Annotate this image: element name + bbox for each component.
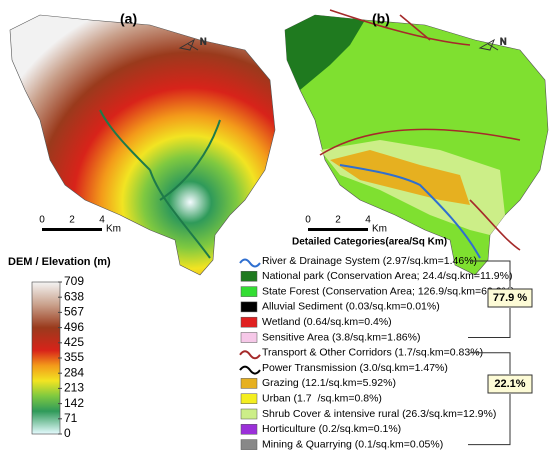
colorbar-label: 709 — [64, 274, 84, 288]
scale-unit: Km — [372, 224, 387, 235]
legend-label: Transport & Other Corridors (1.7/sq.km=0… — [262, 347, 483, 359]
legend-swatch — [240, 393, 258, 404]
bracket — [468, 352, 511, 446]
colorbar — [31, 281, 61, 435]
scale-bar-segment — [308, 228, 368, 231]
colorbar-title: DEM / Elevation (m) — [8, 256, 111, 268]
legend-swatch — [239, 258, 261, 268]
svg-text:N: N — [500, 36, 507, 46]
total-box — [487, 288, 533, 308]
legend-swatch — [240, 301, 258, 313]
national-park — [285, 15, 365, 90]
legend-label: State Forest (Conservation Area; 126.9/s… — [262, 285, 514, 297]
scale-tick: 0 — [39, 215, 45, 226]
legend-swatch — [240, 424, 258, 435]
legend-swatch — [239, 365, 261, 375]
legend: River & Drainage System (2.97/sq.km=1.46… — [239, 255, 533, 450]
legend-label: Alluvial Sediment (0.03/sq.km=0.01%) — [262, 301, 440, 313]
legend-label: Shrub Cover & intensive rural (26.3/sq.k… — [262, 408, 496, 420]
scale-tick: 4 — [365, 215, 371, 226]
colorbar-label: 638 — [64, 289, 84, 303]
scale-tick: 2 — [69, 215, 75, 226]
colorbar-label: 284 — [64, 365, 84, 379]
colorbar-label: 213 — [64, 381, 84, 395]
scale-unit: Km — [106, 224, 121, 235]
roads — [319, 9, 521, 251]
svg-text:N: N — [200, 36, 207, 46]
colorbar-label: 0 — [64, 426, 71, 440]
legend-label: Urban (1.7 /sq.km=0.8%) — [262, 392, 382, 404]
group-total: 77.9 % — [493, 292, 527, 304]
legend-label: Power Transmission (3.0/sq.km=1.47%) — [262, 362, 448, 374]
scale-tick: 0 — [305, 215, 311, 226]
legend-swatch — [240, 286, 258, 297]
legend-swatch — [240, 271, 258, 282]
legend-label: Wetland (0.64/sq.km=0.4%) — [262, 316, 392, 328]
colorbar-label: 496 — [64, 320, 84, 334]
scale-tick: 4 — [99, 215, 105, 226]
north-arrow: N — [478, 36, 507, 51]
legend-label: National park (Conservation Area; 24.4/s… — [262, 270, 512, 282]
legend-swatch — [240, 408, 258, 420]
north-arrow: N — [178, 36, 207, 51]
legend-swatch — [240, 332, 258, 343]
colorbar-label: 142 — [64, 396, 84, 410]
scale-bar: 0 2 4Km — [305, 215, 387, 235]
colorbar-label: 71 — [64, 411, 78, 425]
legend-label: Grazing (12.1/sq.km=5.92%) — [262, 377, 396, 389]
legend-label: Mining & Quarrying (0.1/sq.km=0.05%) — [262, 438, 443, 450]
colorbar-label: 567 — [64, 305, 84, 319]
legend-label: River & Drainage System (2.97/sq.km=1.46… — [262, 255, 477, 267]
panel-label: (a) — [120, 11, 137, 27]
legend-label: Horticulture (0.2/sq.km=0.1%) — [262, 423, 401, 435]
colorbar-label: 425 — [64, 335, 84, 349]
scale-bar-segment — [42, 228, 102, 231]
group-total: 22.1% — [494, 378, 525, 390]
bracket — [468, 260, 511, 338]
legend-title: Detailed Categories(area/Sq Km) — [292, 237, 447, 248]
legend-swatch — [240, 316, 258, 328]
colorbar-label: 355 — [64, 350, 84, 364]
legend-swatch — [240, 378, 258, 389]
river — [339, 164, 481, 259]
legend-swatch — [240, 439, 258, 450]
legend-label: Sensitive Area (3.8/sq.km=1.86%) — [262, 331, 420, 343]
panel-label: (b) — [372, 11, 390, 27]
dem-map — [9, 14, 276, 276]
total-box — [487, 374, 533, 394]
scale-tick: 2 — [335, 215, 341, 226]
scale-bar: 0 2 4Km — [39, 215, 121, 235]
drainage — [99, 109, 221, 259]
legend-swatch — [239, 350, 261, 360]
